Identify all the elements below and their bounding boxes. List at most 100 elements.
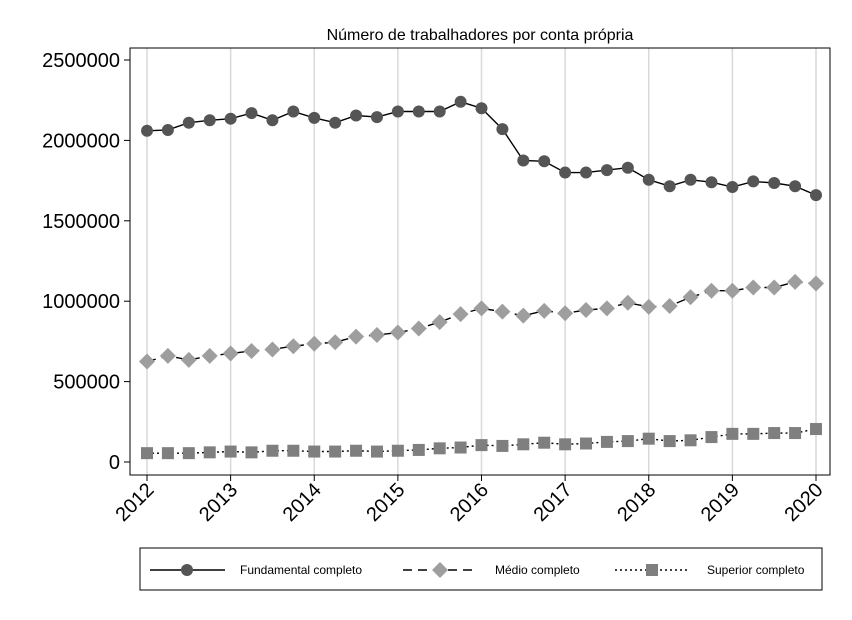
- y-tick-label: 0: [109, 452, 120, 474]
- data-point: [724, 282, 741, 299]
- data-point: [578, 302, 595, 319]
- y-tick-label: 1000000: [42, 291, 120, 313]
- data-point: [661, 298, 678, 315]
- legend-marker: [181, 564, 193, 576]
- data-point: [412, 443, 425, 456]
- data-point: [642, 432, 655, 445]
- data-point: [496, 123, 509, 136]
- data-point: [705, 431, 718, 444]
- data-point: [245, 107, 258, 120]
- legend: Fundamental completo Médio completo Superi…: [139, 547, 823, 591]
- data-point: [329, 445, 342, 458]
- data-point: [705, 176, 718, 189]
- data-point: [264, 341, 281, 358]
- data-point: [768, 427, 781, 440]
- data-point: [141, 447, 153, 460]
- data-point: [810, 189, 822, 202]
- data-point: [663, 435, 676, 448]
- data-point: [182, 116, 195, 129]
- data-point: [538, 155, 551, 168]
- data-point: [201, 347, 218, 364]
- data-point: [598, 300, 615, 317]
- data-point: [222, 345, 239, 362]
- data-point: [515, 307, 532, 324]
- data-point: [285, 338, 302, 355]
- data-point: [306, 335, 323, 352]
- data-point: [308, 445, 321, 458]
- data-point: [475, 102, 488, 115]
- data-point: [494, 303, 511, 320]
- data-point: [557, 305, 574, 322]
- data-point: [766, 279, 783, 296]
- data-point: [161, 123, 174, 136]
- legend-box: [139, 547, 823, 591]
- legend-marker: [646, 564, 658, 576]
- data-point: [329, 116, 342, 129]
- data-point: [327, 334, 344, 351]
- data-point: [747, 175, 760, 188]
- data-point: [454, 95, 467, 108]
- series-diamond: [139, 273, 824, 370]
- data-point: [389, 324, 406, 341]
- data-point: [640, 298, 657, 315]
- data-point: [496, 439, 509, 452]
- data-point: [600, 164, 613, 177]
- data-point: [789, 180, 802, 193]
- data-point: [538, 436, 551, 449]
- data-point: [159, 347, 176, 364]
- data-point: [348, 328, 365, 345]
- data-point: [203, 446, 216, 459]
- y-tick-label: 1500000: [42, 211, 120, 233]
- data-point: [726, 181, 739, 194]
- y-tick-label: 2000000: [42, 130, 120, 152]
- data-point: [621, 161, 634, 174]
- data-point: [243, 343, 260, 360]
- data-point: [287, 105, 300, 118]
- data-point: [224, 445, 237, 458]
- data-point: [370, 445, 383, 458]
- chart-title: Número de trabalhadores por conta própri…: [327, 27, 634, 44]
- data-point: [703, 282, 720, 299]
- data-point: [161, 447, 174, 460]
- data-point: [350, 444, 363, 457]
- legend-label: Fundamental completo: [240, 563, 362, 577]
- data-point: [410, 320, 427, 337]
- series-circle: [141, 95, 822, 202]
- data-point: [619, 294, 636, 311]
- data-point: [391, 444, 404, 457]
- data-point: [203, 114, 216, 127]
- data-point: [370, 111, 383, 124]
- data-point: [452, 306, 469, 323]
- data-point: [600, 435, 613, 448]
- data-point: [454, 441, 467, 454]
- data-point: [266, 444, 279, 457]
- data-point: [180, 351, 197, 368]
- data-point: [621, 435, 634, 448]
- data-point: [684, 434, 697, 447]
- legend-label: Superior completo: [707, 563, 805, 577]
- data-point: [245, 446, 258, 459]
- legend-marker: [432, 562, 448, 578]
- data-point: [580, 437, 593, 450]
- legend-label: Médio completo: [495, 563, 580, 577]
- data-point: [580, 166, 593, 179]
- data-point: [412, 105, 425, 118]
- data-point: [139, 353, 155, 370]
- data-point: [224, 112, 237, 125]
- y-axis: 0 500000 1000000 1500000 2000000 2500000: [42, 50, 130, 474]
- data-point: [559, 438, 572, 451]
- data-point: [663, 180, 676, 193]
- data-point: [768, 177, 781, 190]
- data-point: [287, 444, 300, 457]
- data-point: [350, 109, 363, 122]
- data-point: [141, 124, 153, 137]
- series-line: [147, 428, 817, 454]
- y-tick-label: 500000: [53, 372, 120, 394]
- plot-frame: [129, 47, 831, 476]
- series-square: [141, 423, 822, 460]
- data-point: [517, 438, 530, 451]
- data-point: [682, 289, 699, 306]
- y-tick-label: 2500000: [42, 50, 120, 72]
